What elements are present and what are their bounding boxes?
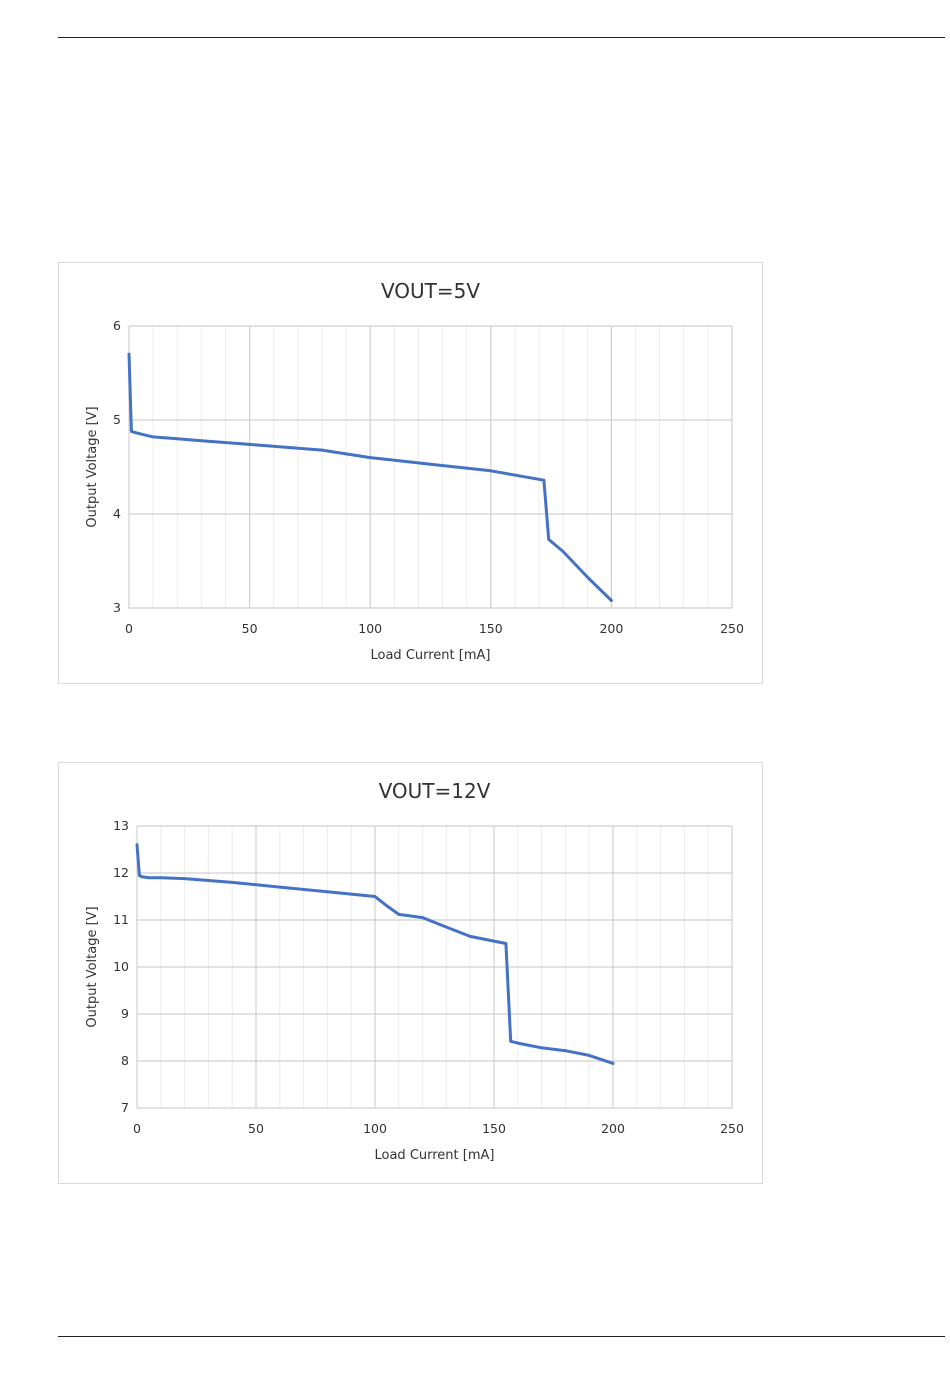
footer-rule: [58, 1336, 945, 1337]
chart-title: VOUT=5V: [381, 279, 480, 303]
data-point: [445, 925, 448, 929]
x-tick-label: 50: [242, 621, 258, 636]
data-point: [137, 873, 141, 877]
data-point: [248, 443, 252, 446]
y-axis-label: Output Voltage [V]: [85, 906, 100, 1027]
data-point: [540, 1046, 543, 1050]
data-point: [140, 875, 144, 879]
x-tick-label: 50: [248, 1121, 264, 1136]
data-point: [421, 916, 424, 920]
data-point: [397, 912, 401, 916]
data-point: [542, 478, 546, 482]
y-tick-label: 7: [121, 1100, 129, 1115]
data-point: [587, 1053, 591, 1057]
data-point: [159, 876, 163, 880]
y-tick-label: 3: [113, 600, 121, 615]
data-point: [199, 439, 203, 443]
data-point: [509, 1039, 513, 1043]
data-point: [504, 942, 508, 945]
x-axis-label: Load Current [mA]: [375, 1148, 495, 1163]
data-point: [611, 1061, 615, 1065]
x-tick-label: 250: [720, 1121, 744, 1136]
chart-vout-12v-plot: VOUT=12V 0 50 100 150 200 250 7 8 9 10 11 12 13 Load C…: [85, 779, 744, 1163]
chart-vout-12v: VOUT=12V 0 50 100 150 200 250 7 8 9 10 11 12 13 Load C…: [58, 762, 763, 1184]
data-point: [127, 352, 131, 356]
data-point: [561, 550, 565, 553]
y-axis-label: Output Voltage [V]: [85, 406, 100, 527]
data-point: [132, 430, 136, 434]
data-point: [564, 1049, 567, 1053]
x-tick-label: 200: [599, 621, 623, 636]
data-point: [278, 885, 282, 889]
y-tick-label: 10: [113, 959, 129, 974]
x-axis-label: Load Current [mA]: [371, 648, 491, 663]
x-tick-label: 100: [358, 621, 382, 636]
data-point: [230, 881, 234, 884]
x-tick-label: 100: [363, 1121, 387, 1136]
x-tick-label: 0: [125, 621, 133, 636]
data-point: [147, 876, 151, 880]
data-point: [385, 904, 389, 908]
data-point: [320, 448, 324, 452]
y-tick-label: 12: [113, 865, 129, 880]
data-point: [373, 895, 377, 898]
data-point: [139, 432, 143, 436]
y-tick-label: 8: [121, 1053, 129, 1068]
x-tick-label: 0: [133, 1121, 141, 1136]
data-point: [151, 435, 155, 439]
data-point: [492, 939, 496, 943]
x-tick-label: 250: [720, 621, 744, 636]
data-point: [516, 1041, 520, 1045]
x-tick-label: 200: [601, 1121, 625, 1136]
y-tick-label: 9: [121, 1006, 129, 1021]
data-point: [585, 575, 589, 579]
y-tick-label: 5: [113, 412, 121, 427]
chart-vout-5v: VOUT=5V 0 50 100 150 200 250 3 4 5 6 Load Current […: [58, 262, 763, 684]
data-point: [135, 843, 139, 847]
y-tick-label: 6: [113, 318, 121, 333]
data-point: [175, 437, 179, 441]
chart-title: VOUT=12V: [379, 779, 491, 803]
y-tick-label: 13: [113, 818, 129, 833]
data-point: [130, 429, 133, 433]
data-point: [326, 890, 329, 894]
x-tick-label: 150: [479, 621, 503, 636]
data-point: [547, 537, 551, 541]
x-tick-label: 150: [482, 1121, 506, 1136]
data-point: [429, 462, 432, 466]
chart-vout-5v-plot: VOUT=5V 0 50 100 150 200 250 3 4 5 6 Load Current […: [85, 279, 744, 663]
data-point: [489, 469, 493, 473]
y-tick-label: 11: [113, 912, 129, 927]
data-point: [610, 599, 613, 602]
y-tick-label: 4: [113, 506, 121, 521]
data-point: [368, 456, 372, 459]
header-rule: [58, 37, 945, 38]
data-point: [468, 935, 472, 938]
data-point: [183, 877, 186, 881]
